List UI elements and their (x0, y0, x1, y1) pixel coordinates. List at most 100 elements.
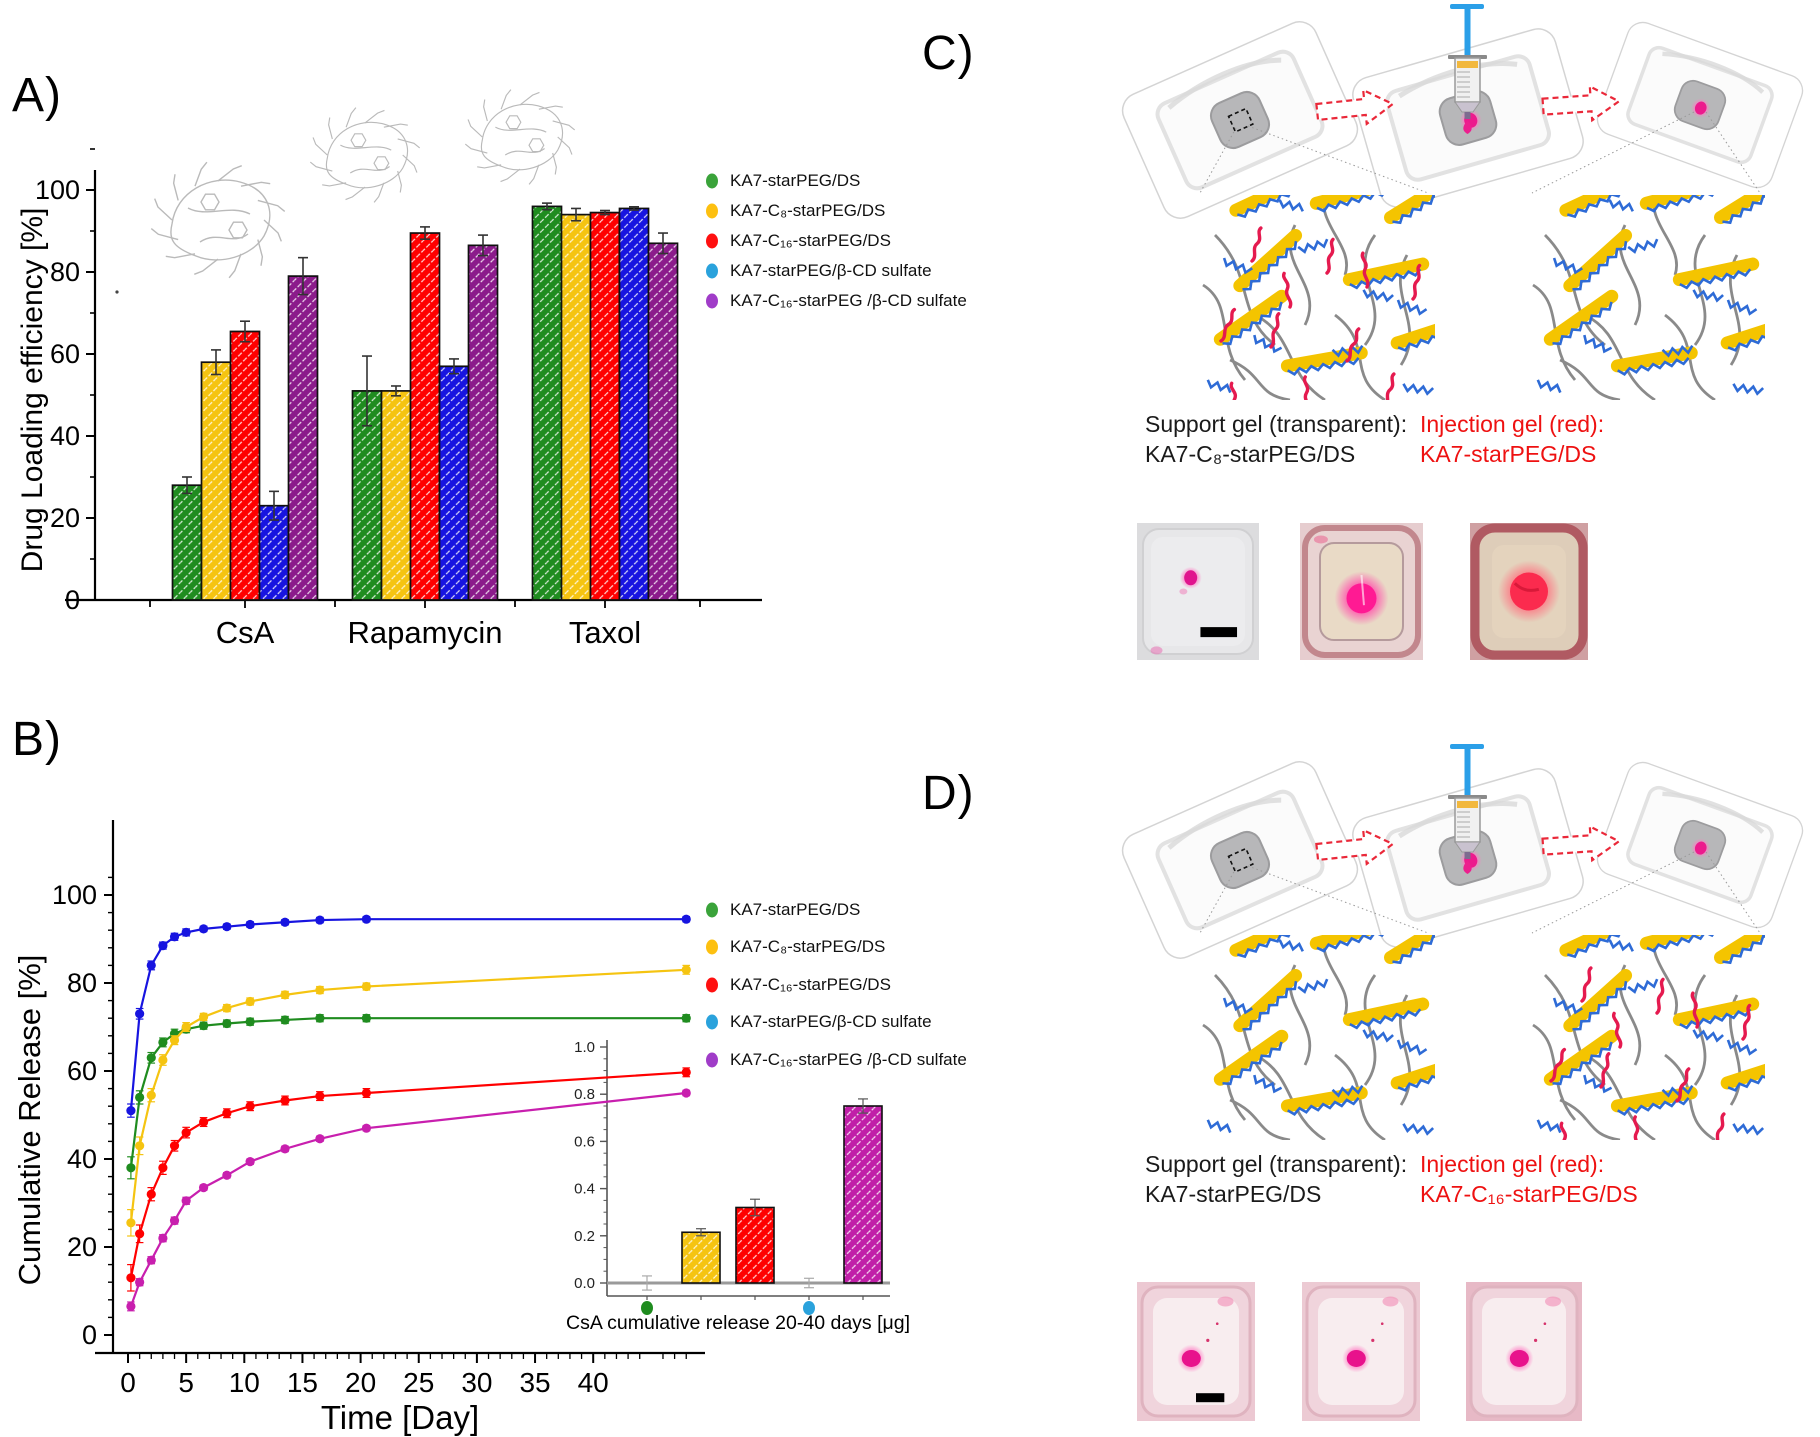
polymer-strand (1584, 1053, 1656, 1140)
data-point (361, 1123, 372, 1133)
x-tick-label: 35 (519, 1367, 550, 1398)
droplet-icon (1463, 860, 1472, 874)
panel-d-label: D) (922, 767, 975, 820)
step-arrow-icon (1541, 84, 1622, 123)
data-point (135, 1277, 145, 1287)
legend-label: KA7-C₁₆-starPEG/DS (730, 975, 891, 994)
support-gel-pad (1209, 830, 1271, 890)
series-s3 (126, 914, 691, 1118)
legend-marker-icon (706, 1052, 718, 1068)
nanofiber-rod-icon (1543, 289, 1619, 346)
data-point (126, 1273, 136, 1283)
heparin-chain-icon (1627, 238, 1659, 254)
data-point (361, 1088, 372, 1098)
data-point (315, 1013, 325, 1023)
bar-Taxol-s1 (560, 213, 592, 601)
legend-item: KA7-starPEG/β-CD sulfate (706, 1012, 932, 1031)
x-tick-label: 20 (345, 1367, 376, 1398)
data-point (181, 1128, 191, 1138)
gel-photo-1 (1137, 523, 1259, 660)
data-point (222, 1003, 232, 1013)
data-point (146, 960, 156, 970)
heparin-chain-icon (1402, 1123, 1435, 1136)
data-point (135, 1092, 145, 1102)
data-point (222, 1170, 232, 1180)
nanofiber-rod-icon (1309, 195, 1396, 213)
polymer-strand (1559, 1098, 1621, 1140)
heparin-chain-icon (1396, 299, 1428, 316)
inset-bar-s1 (681, 1231, 721, 1284)
gel-photo-3 (1470, 523, 1588, 660)
heparin-chain-icon (1253, 1074, 1283, 1094)
data-point (126, 1163, 136, 1173)
heparin-chain-icon (1402, 383, 1435, 396)
nanofiber-rod-icon (1714, 195, 1765, 225)
legend-item: KA7-C₈-starPEG/DS (706, 937, 885, 956)
molecule-structure (150, 161, 286, 279)
polymer-strand (1693, 234, 1707, 346)
polymer-strand (1544, 234, 1606, 347)
nanofiber-rod-icon (1639, 935, 1726, 953)
step-arrow-icon (1315, 828, 1395, 866)
data-point (280, 917, 290, 927)
support-gel-title: Support gel (transparent): (1145, 411, 1407, 437)
heparin-chain-icon (1278, 939, 1304, 952)
injection-gel-title: Injection gel (red): (1420, 411, 1604, 437)
nanofiber-rod-icon (1720, 313, 1765, 352)
series-s1 (126, 964, 691, 1237)
legend-label: KA7-starPEG/β-CD sulfate (730, 261, 932, 280)
heparin-chain-icon (1536, 379, 1562, 394)
x-tick-label: 25 (403, 1367, 434, 1398)
y-tick-label: 0 (65, 585, 80, 615)
scale-bar (1196, 1393, 1225, 1403)
data-point (361, 1013, 372, 1023)
legend-marker-icon (706, 977, 718, 993)
nanofiber-rod-icon (1229, 195, 1311, 219)
polymer-strand (1544, 974, 1606, 1087)
legend-label: KA7-starPEG/DS (730, 171, 860, 190)
data-point (181, 927, 191, 937)
polymer-strand (1584, 313, 1656, 400)
y-tick-label: 40 (50, 421, 80, 451)
polymer-strand (1363, 234, 1377, 346)
peptide-squiggle-icon (1599, 1052, 1611, 1089)
data-point (198, 1021, 209, 1031)
heparin-chain-icon (1583, 334, 1613, 354)
nanofiber-rod-icon (1672, 997, 1760, 1030)
bar-Rapamycin-s1 (380, 390, 412, 601)
data-point (245, 919, 255, 930)
y-tick-label: 80 (67, 968, 97, 998)
peptide-squiggle-icon (1345, 327, 1361, 363)
polymer-strand (1214, 234, 1276, 347)
bar-CsA-s0 (171, 484, 203, 601)
data-point (681, 1088, 691, 1098)
injection-gel-title: Injection gel (red): (1420, 1151, 1604, 1177)
bar-Taxol-s3 (618, 207, 650, 601)
data-point (280, 1095, 290, 1106)
bar-CsA-s4 (287, 275, 319, 601)
support-gel-name: KA7-starPEG/DS (1145, 1181, 1321, 1207)
peptide-squiggle-icon (1580, 966, 1593, 1003)
data-point (315, 985, 325, 995)
legend-label: KA7-starPEG/DS (730, 900, 860, 919)
data-point (169, 1035, 180, 1045)
x-tick-label: 0 (120, 1367, 136, 1398)
data-point (158, 1055, 168, 1065)
data-point (245, 1101, 255, 1111)
polymer-strand (1559, 358, 1621, 400)
peptide-squiggle-icon (1655, 977, 1665, 1015)
heparin-chain-icon (1206, 1119, 1232, 1134)
data-point (245, 1157, 255, 1167)
injection-gel-name: KA7-C₁₆-starPEG/DS (1420, 1181, 1638, 1207)
data-point (245, 996, 255, 1007)
polymer-strand (1229, 358, 1291, 400)
legend-item: KA7-starPEG/DS (706, 171, 860, 190)
network-diagram-left (1202, 935, 1435, 1140)
heparin-chain-icon (1661, 344, 1694, 358)
series-s2 (126, 1067, 691, 1292)
x-tick-label: 15 (287, 1367, 318, 1398)
data-point (315, 915, 325, 925)
series-s0 (126, 1013, 691, 1180)
peptide-squiggle-icon (1360, 251, 1370, 289)
y-tick-label: 60 (67, 1056, 97, 1086)
